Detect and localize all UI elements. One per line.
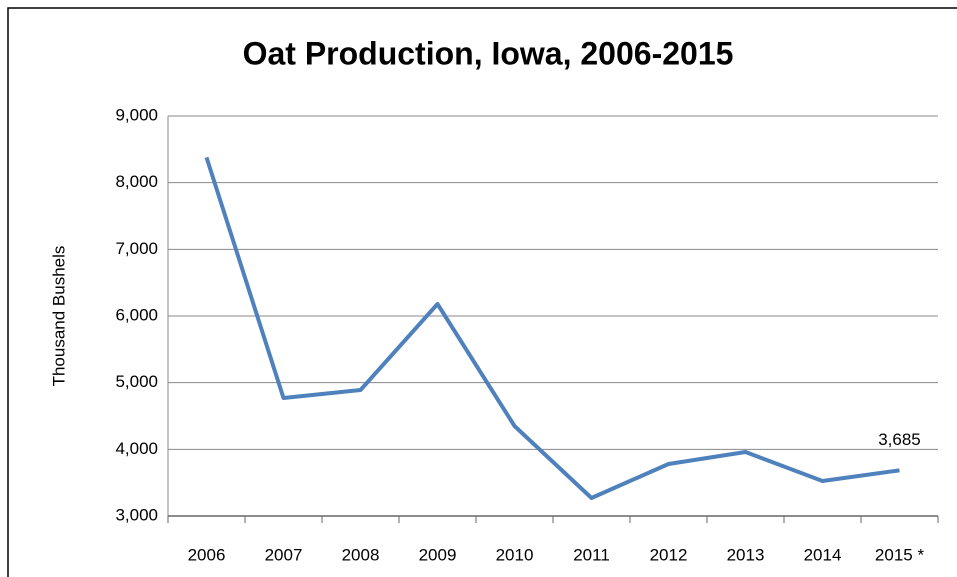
x-tick-label: 2015 * (875, 545, 925, 564)
x-tick-label: 2012 (650, 545, 688, 564)
x-tick-label: 2014 (804, 545, 842, 564)
y-tick-label: 4,000 (115, 439, 158, 458)
y-tick-label: 7,000 (115, 239, 158, 258)
y-tick-label: 3,000 (115, 505, 158, 524)
data-line (204, 156, 900, 500)
y-tick-label: 6,000 (115, 305, 158, 324)
y-tick-label: 8,000 (115, 172, 158, 191)
data-label: 3,685 (878, 430, 921, 449)
x-tick-label: 2011 (573, 545, 610, 564)
x-tick-label: 2009 (419, 545, 457, 564)
y-tick-label: 9,000 (115, 105, 158, 124)
y-tick-label: 5,000 (115, 372, 158, 391)
x-tick-label: 2007 (265, 545, 303, 564)
x-tick-label: 2010 (496, 545, 534, 564)
y-axis-label: Thousand Bushels (49, 246, 68, 387)
x-tick-label: 2006 (188, 545, 226, 564)
chart-border (7, 7, 957, 577)
x-tick-label: 2008 (342, 545, 380, 564)
x-tick-label: 2013 (727, 545, 765, 564)
chart-title: Oat Production, Iowa, 2006-2015 (243, 35, 734, 71)
